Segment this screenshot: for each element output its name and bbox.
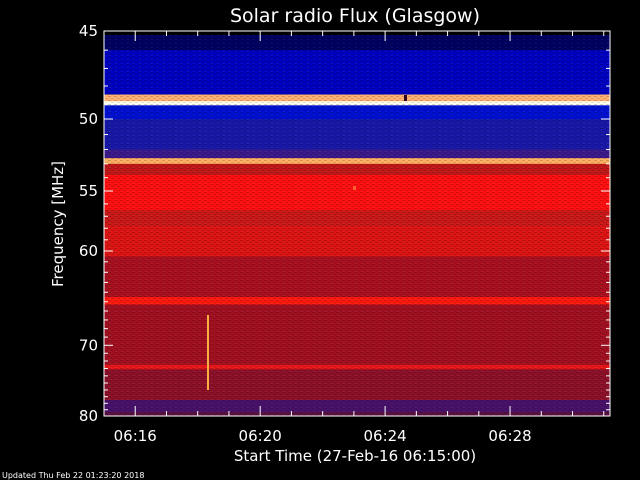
x-axis-label: Start Time (27-Feb-16 06:15:00)	[234, 447, 476, 465]
y-axis-label: Frequency [MHz]	[49, 161, 67, 287]
vertical-artifact	[207, 315, 209, 390]
x-tick-label: 06:24	[363, 427, 406, 445]
plot-area	[103, 30, 611, 417]
noise-overlay	[104, 31, 610, 416]
x-tick-label: 06:28	[488, 427, 531, 445]
y-tick-label: 45	[79, 22, 98, 40]
artifacts	[104, 95, 610, 412]
x-tick-label: 06:20	[239, 427, 282, 445]
blob-artifact	[353, 186, 356, 190]
updated-timestamp: Updated Thu Feb 22 01:23:20 2018	[2, 471, 144, 480]
x-axis: 06:16 06:20 06:24 06:28	[103, 31, 605, 445]
y-tick-label: 70	[79, 336, 98, 354]
plot-frame	[103, 30, 611, 417]
chart-title: Solar radio Flux (Glasgow)	[230, 5, 480, 27]
y-tick-label: 80	[79, 407, 98, 425]
y-axis: 45 50 55 60 70 80	[79, 22, 610, 425]
x-tick-label: 06:16	[114, 427, 157, 445]
blob-artifact	[404, 95, 407, 101]
y-tick-label: 50	[79, 110, 98, 128]
y-tick-label: 55	[79, 182, 98, 200]
blue-noise-strip	[104, 400, 610, 412]
y-tick-label: 60	[79, 242, 98, 260]
